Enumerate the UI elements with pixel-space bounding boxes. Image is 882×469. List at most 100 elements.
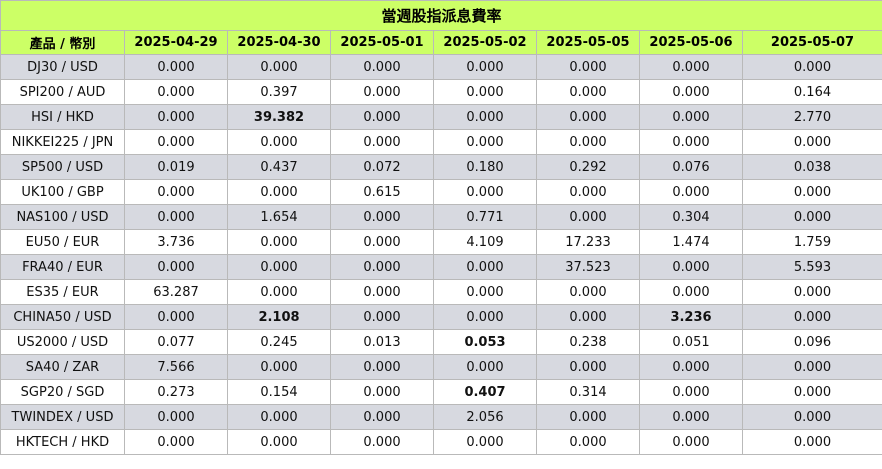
rate-cell: 0.000 [227,254,331,280]
header-date: 2025-05-05 [536,30,640,55]
rate-cell: 37.523 [536,254,640,280]
rate-cell: 0.053 [433,329,537,355]
rate-cell: 0.000 [330,304,434,330]
product-cell: SA40 / ZAR [0,354,125,380]
rate-cell: 0.000 [536,179,640,205]
rate-cell: 0.000 [124,429,228,455]
rate-cell: 0.000 [330,379,434,405]
rate-cell: 17.233 [536,229,640,255]
rate-cell: 0.077 [124,329,228,355]
product-cell: SGP20 / SGD [0,379,125,405]
rate-cell: 0.000 [536,79,640,105]
rate-cell: 0.000 [639,254,743,280]
header-date: 2025-05-07 [741,30,882,55]
rate-cell: 0.000 [330,404,434,430]
product-cell: DJ30 / USD [0,54,125,80]
rate-cell: 0.000 [124,404,228,430]
table-row: ES35 / EUR 63.287 0.000 0.000 0.000 0.000 0.00… [0,279,882,305]
rate-cell: 0.292 [536,154,640,180]
rate-cell: 1.654 [227,204,331,230]
rate-cell: 0.000 [124,304,228,330]
rate-cell: 0.000 [639,179,743,205]
rate-cell: 0.000 [639,79,743,105]
rate-cell: 0.000 [433,279,537,305]
header-date: 2025-05-06 [639,30,743,55]
rate-cell: 7.566 [124,354,228,380]
table-body: DJ30 / USD 0.000 0.000 0.000 0.000 0.000 0.000… [0,54,882,455]
rate-cell: 0.000 [741,379,882,405]
table-row: NIKKEI225 / JPN 0.000 0.000 0.000 0.000 0.000… [0,129,882,155]
table-row: SGP20 / SGD 0.273 0.154 0.000 0.407 0.314 0.00… [0,379,882,405]
rate-cell: 0.000 [433,179,537,205]
rate-cell: 0.000 [227,404,331,430]
rate-cell: 0.000 [741,354,882,380]
rate-cell: 0.000 [741,129,882,155]
table-row: US2000 / USD 0.077 0.245 0.013 0.053 0.238 0.0… [0,329,882,355]
table-row: TWINDEX / USD 0.000 0.000 0.000 2.056 0.000 0.… [0,404,882,430]
rate-cell: 39.382 [227,104,331,130]
rate-cell: 2.108 [227,304,331,330]
rate-cell: 0.000 [536,204,640,230]
rate-cell: 0.164 [741,79,882,105]
rate-cell: 0.000 [330,229,434,255]
table-row: NAS100 / USD 0.000 1.654 0.000 0.771 0.000 0.3… [0,204,882,230]
rate-cell: 1.759 [741,229,882,255]
rate-cell: 0.000 [227,179,331,205]
rate-cell: 0.000 [330,79,434,105]
product-cell: HKTECH / HKD [0,429,125,455]
rate-cell: 0.000 [536,429,640,455]
rate-cell: 5.593 [741,254,882,280]
rate-cell: 0.000 [741,279,882,305]
rate-cell: 0.000 [536,129,640,155]
header-date: 2025-04-29 [124,30,228,55]
rate-cell: 0.000 [227,354,331,380]
table-row: CHINA50 / USD 0.000 2.108 0.000 0.000 0.000 3.… [0,304,882,330]
rate-cell: 0.000 [433,429,537,455]
product-cell: SP500 / USD [0,154,125,180]
table-row: HSI / HKD 0.000 39.382 0.000 0.000 0.000 0.000… [0,104,882,130]
rate-cell: 4.109 [433,229,537,255]
rate-cell: 0.000 [124,254,228,280]
rate-cell: 0.000 [536,54,640,80]
header-date: 2025-05-01 [330,30,434,55]
rate-cell: 0.000 [433,54,537,80]
rate-cell: 0.000 [330,254,434,280]
rate-cell: 0.000 [639,404,743,430]
rate-cell: 0.000 [227,54,331,80]
rate-cell: 0.437 [227,154,331,180]
rate-cell: 0.000 [433,79,537,105]
rate-cell: 0.000 [536,354,640,380]
rate-cell: 0.000 [741,404,882,430]
rate-cell: 0.076 [639,154,743,180]
rate-cell: 0.000 [741,429,882,455]
rate-cell: 0.000 [741,179,882,205]
rate-cell: 0.000 [639,379,743,405]
dividend-rate-table: 當週股指派息費率 產品 / 幣別 2025-04-29 2025-04-30 2… [0,0,882,455]
table-row: FRA40 / EUR 0.000 0.000 0.000 0.000 37.523 0.0… [0,254,882,280]
product-cell: CHINA50 / USD [0,304,125,330]
rate-cell: 0.000 [639,104,743,130]
header-date: 2025-04-30 [227,30,331,55]
rate-cell: 0.000 [639,354,743,380]
rate-cell: 0.000 [433,304,537,330]
rate-cell: 0.051 [639,329,743,355]
rate-cell: 0.304 [639,204,743,230]
product-cell: SPI200 / AUD [0,79,125,105]
rate-cell: 0.000 [536,279,640,305]
rate-cell: 0.000 [124,204,228,230]
product-cell: NAS100 / USD [0,204,125,230]
header-row: 產品 / 幣別 2025-04-29 2025-04-30 2025-05-01… [0,30,882,55]
rate-cell: 0.000 [227,279,331,305]
rate-cell: 0.245 [227,329,331,355]
rate-cell: 0.096 [741,329,882,355]
table-row: HKTECH / HKD 0.000 0.000 0.000 0.000 0.000 0.0… [0,429,882,455]
rate-cell: 0.000 [124,54,228,80]
rate-cell: 0.771 [433,204,537,230]
rate-cell: 0.000 [227,229,331,255]
product-cell: US2000 / USD [0,329,125,355]
rate-cell: 0.238 [536,329,640,355]
product-cell: EU50 / EUR [0,229,125,255]
rate-cell: 0.615 [330,179,434,205]
rate-cell: 0.000 [330,429,434,455]
